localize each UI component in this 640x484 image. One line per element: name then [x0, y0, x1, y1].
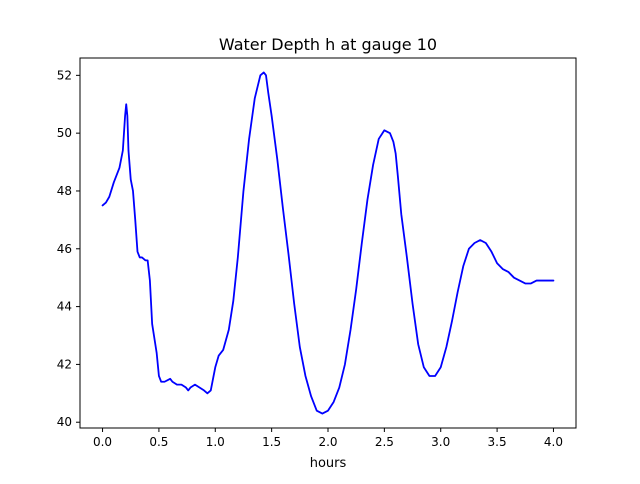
y-tick-label: 40 [57, 415, 72, 429]
y-tick-label: 46 [57, 242, 72, 256]
series-line-0 [101, 71, 555, 415]
x-tick-label: 3.5 [488, 435, 507, 449]
y-tick-label: 42 [57, 357, 72, 371]
y-tick-label: 44 [57, 300, 72, 314]
plot-area: 0.0 0.5 1.0 1.5 2.0 2.5 3.0 3.5 4.0 40 42 44 46 48 50 5… [57, 57, 577, 449]
x-tick-label: 0.5 [149, 435, 168, 449]
x-tick-label: 3.0 [431, 435, 450, 449]
x-tick-label: 1.5 [262, 435, 281, 449]
y-tick-label: 52 [57, 68, 72, 82]
chart-title: Water Depth h at gauge 10 [219, 35, 437, 54]
x-tick-label: 2.0 [318, 435, 337, 449]
x-tick-label: 4.0 [544, 435, 563, 449]
x-axis-label: hours [310, 456, 347, 471]
x-tick-label: 2.5 [375, 435, 394, 449]
y-tick-label: 50 [57, 126, 72, 140]
x-tick-label: 0.0 [93, 435, 112, 449]
x-tick-label: 1.0 [206, 435, 225, 449]
y-tick-label: 48 [57, 184, 72, 198]
